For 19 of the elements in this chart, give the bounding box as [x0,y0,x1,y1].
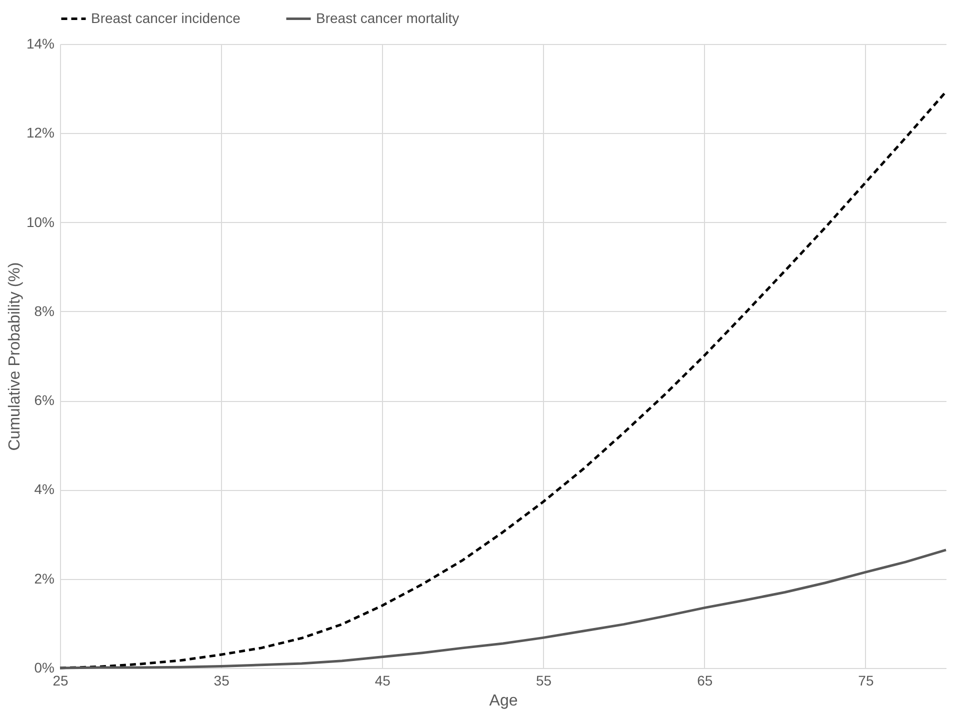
x-axis-title: Age [489,692,518,710]
x-tick-label: 25 [52,672,68,688]
y-tick-label: 2% [34,570,54,586]
y-tick-label: 4% [34,481,54,498]
legend-label: Breast cancer incidence [91,10,241,26]
y-tick-label: 0% [34,660,54,676]
y-axis-title: Cumulative Probability (%) [6,262,24,451]
y-tick-label: 8% [34,302,54,319]
y-tick-label: 12% [26,124,54,141]
x-tick-label: 45 [374,672,391,688]
y-tick-label: 6% [34,392,54,408]
x-tick-label: 55 [536,672,552,688]
y-tick-label: 10% [26,214,54,230]
x-tick-label: 75 [858,672,874,688]
y-tick-label: 14% [26,36,54,52]
x-tick-label: 65 [697,672,713,688]
x-tick-label: 35 [214,672,230,688]
line-series [58,548,948,670]
legend-label: Breast cancer mortality [316,10,460,26]
